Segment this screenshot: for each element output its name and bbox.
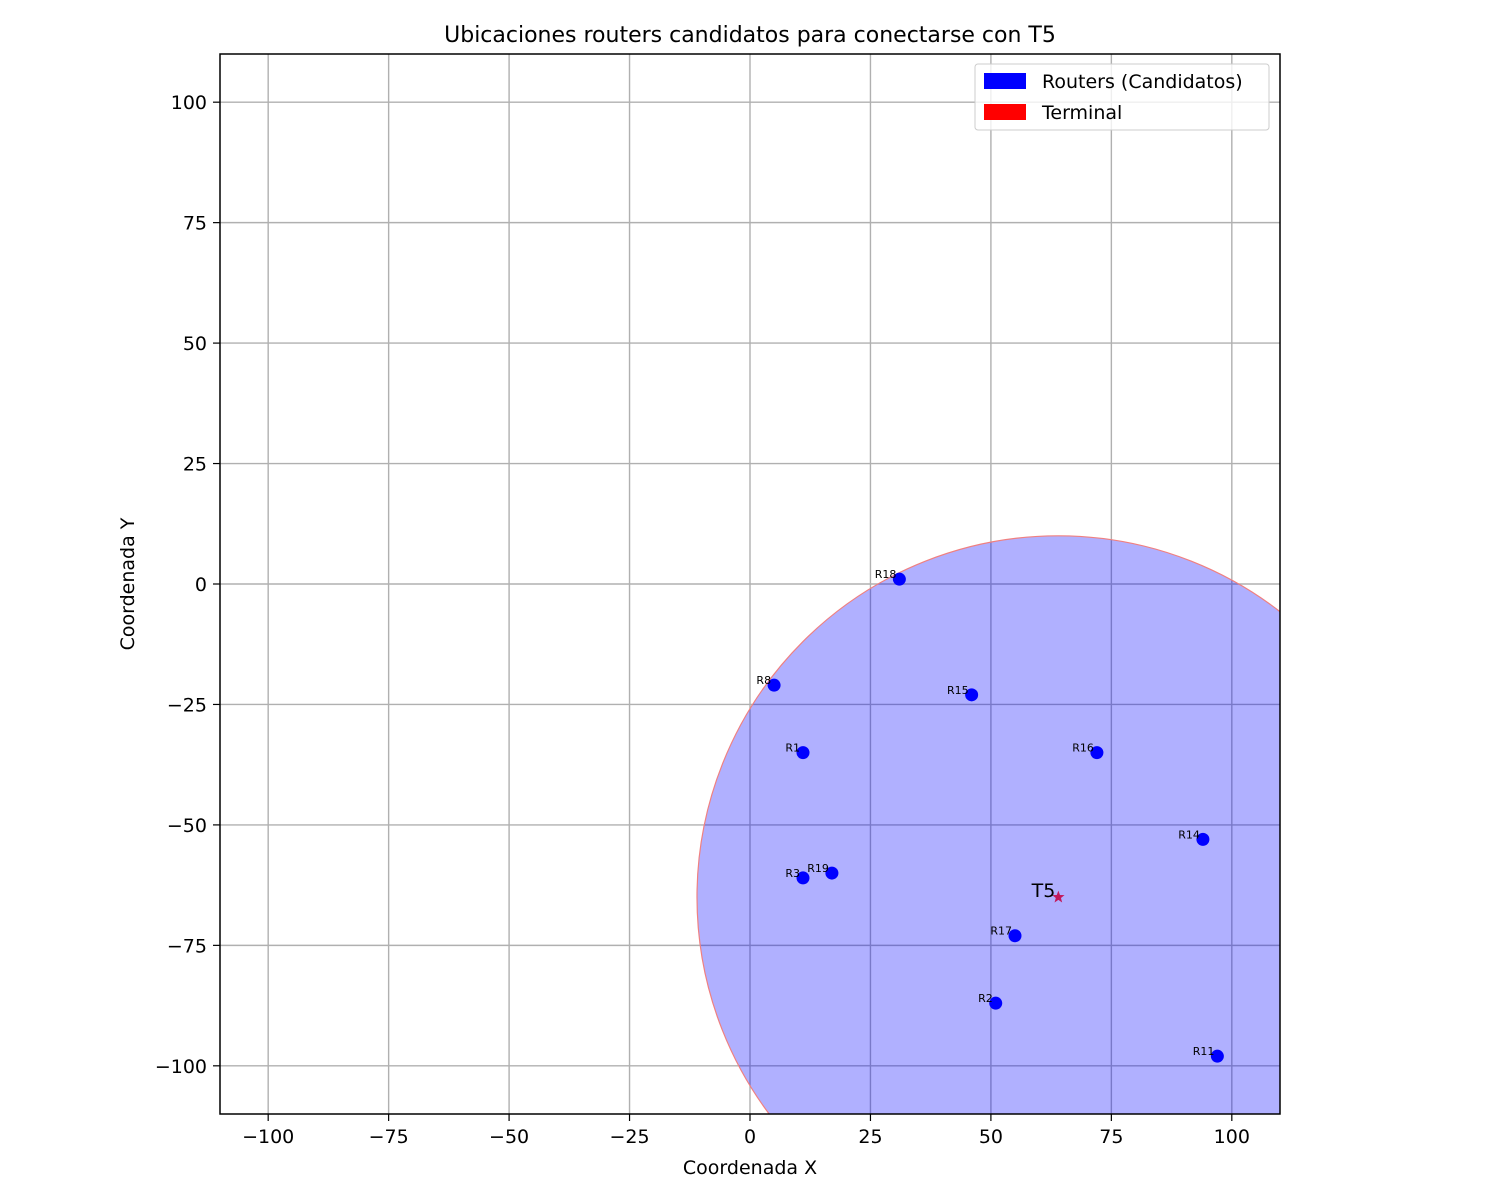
y-tick-label: 25 <box>183 454 207 476</box>
y-axis-label: Coordenada Y <box>117 517 139 650</box>
chart-title: Ubicaciones routers candidatos para cone… <box>444 23 1056 48</box>
router-label: R18 <box>875 568 897 581</box>
router-label: R11 <box>1193 1045 1215 1058</box>
y-tick-label: 100 <box>171 92 207 114</box>
y-tick-label: −50 <box>167 815 207 837</box>
x-tick-label: 50 <box>979 1126 1003 1148</box>
x-axis-label: Coordenada X <box>683 1157 817 1179</box>
router-point <box>825 866 839 880</box>
router-point <box>1196 832 1210 846</box>
router-point <box>965 688 979 702</box>
router-point <box>796 871 810 885</box>
router-point <box>1210 1049 1224 1063</box>
terminal-label: T5 <box>1031 880 1056 902</box>
router-label: R1 <box>785 742 800 755</box>
router-point <box>796 746 810 760</box>
x-tick-label: −50 <box>489 1126 529 1148</box>
router-point <box>767 678 781 692</box>
x-tick-label: 0 <box>744 1126 756 1148</box>
x-tick-label: −100 <box>242 1126 294 1148</box>
router-label: R8 <box>756 674 771 687</box>
router-label: R3 <box>785 867 800 880</box>
legend-frame <box>974 63 1270 131</box>
legend-label-terminal: Terminal <box>1041 102 1122 124</box>
x-tick-label: −25 <box>609 1126 649 1148</box>
plot-content: R18 R8 R15 R1 R16 R14 R3 R19 R17 R2 R11 T5 <box>696 535 1280 1114</box>
router-label: R14 <box>1178 828 1200 841</box>
router-label: R17 <box>990 925 1012 938</box>
router-label: R15 <box>947 684 969 697</box>
y-tick-label: −100 <box>155 1056 207 1078</box>
router-point <box>989 996 1003 1010</box>
router-label: R2 <box>978 992 993 1005</box>
router-point <box>1008 929 1022 943</box>
router-point <box>1090 746 1104 760</box>
y-tick-label: 75 <box>183 213 207 235</box>
router-label: R19 <box>807 862 829 875</box>
legend-swatch-terminal <box>984 104 1026 120</box>
legend-label-routers: Routers (Candidatos) <box>1042 71 1243 93</box>
y-tick-label: −25 <box>167 694 207 716</box>
router-label: R16 <box>1072 742 1094 755</box>
x-tick-label: −75 <box>369 1126 409 1148</box>
legend-swatch-routers <box>984 73 1026 89</box>
y-tick-label: −75 <box>167 935 207 957</box>
y-tick-label: 0 <box>195 574 207 596</box>
y-tick-label: 50 <box>183 333 207 355</box>
coverage-circle <box>696 535 1280 1114</box>
x-tick-label: 100 <box>1214 1126 1250 1148</box>
legend: Routers (Candidatos) Terminal <box>974 63 1270 131</box>
x-tick-label: 25 <box>858 1126 882 1148</box>
x-tick-label: 75 <box>1099 1126 1123 1148</box>
plot-area: R18 R8 R15 R1 R16 R14 R3 R19 R17 R2 R11 T5 −100 −75 −5… <box>155 53 1281 1148</box>
router-point <box>892 572 906 586</box>
terminal-marker <box>1052 890 1065 903</box>
